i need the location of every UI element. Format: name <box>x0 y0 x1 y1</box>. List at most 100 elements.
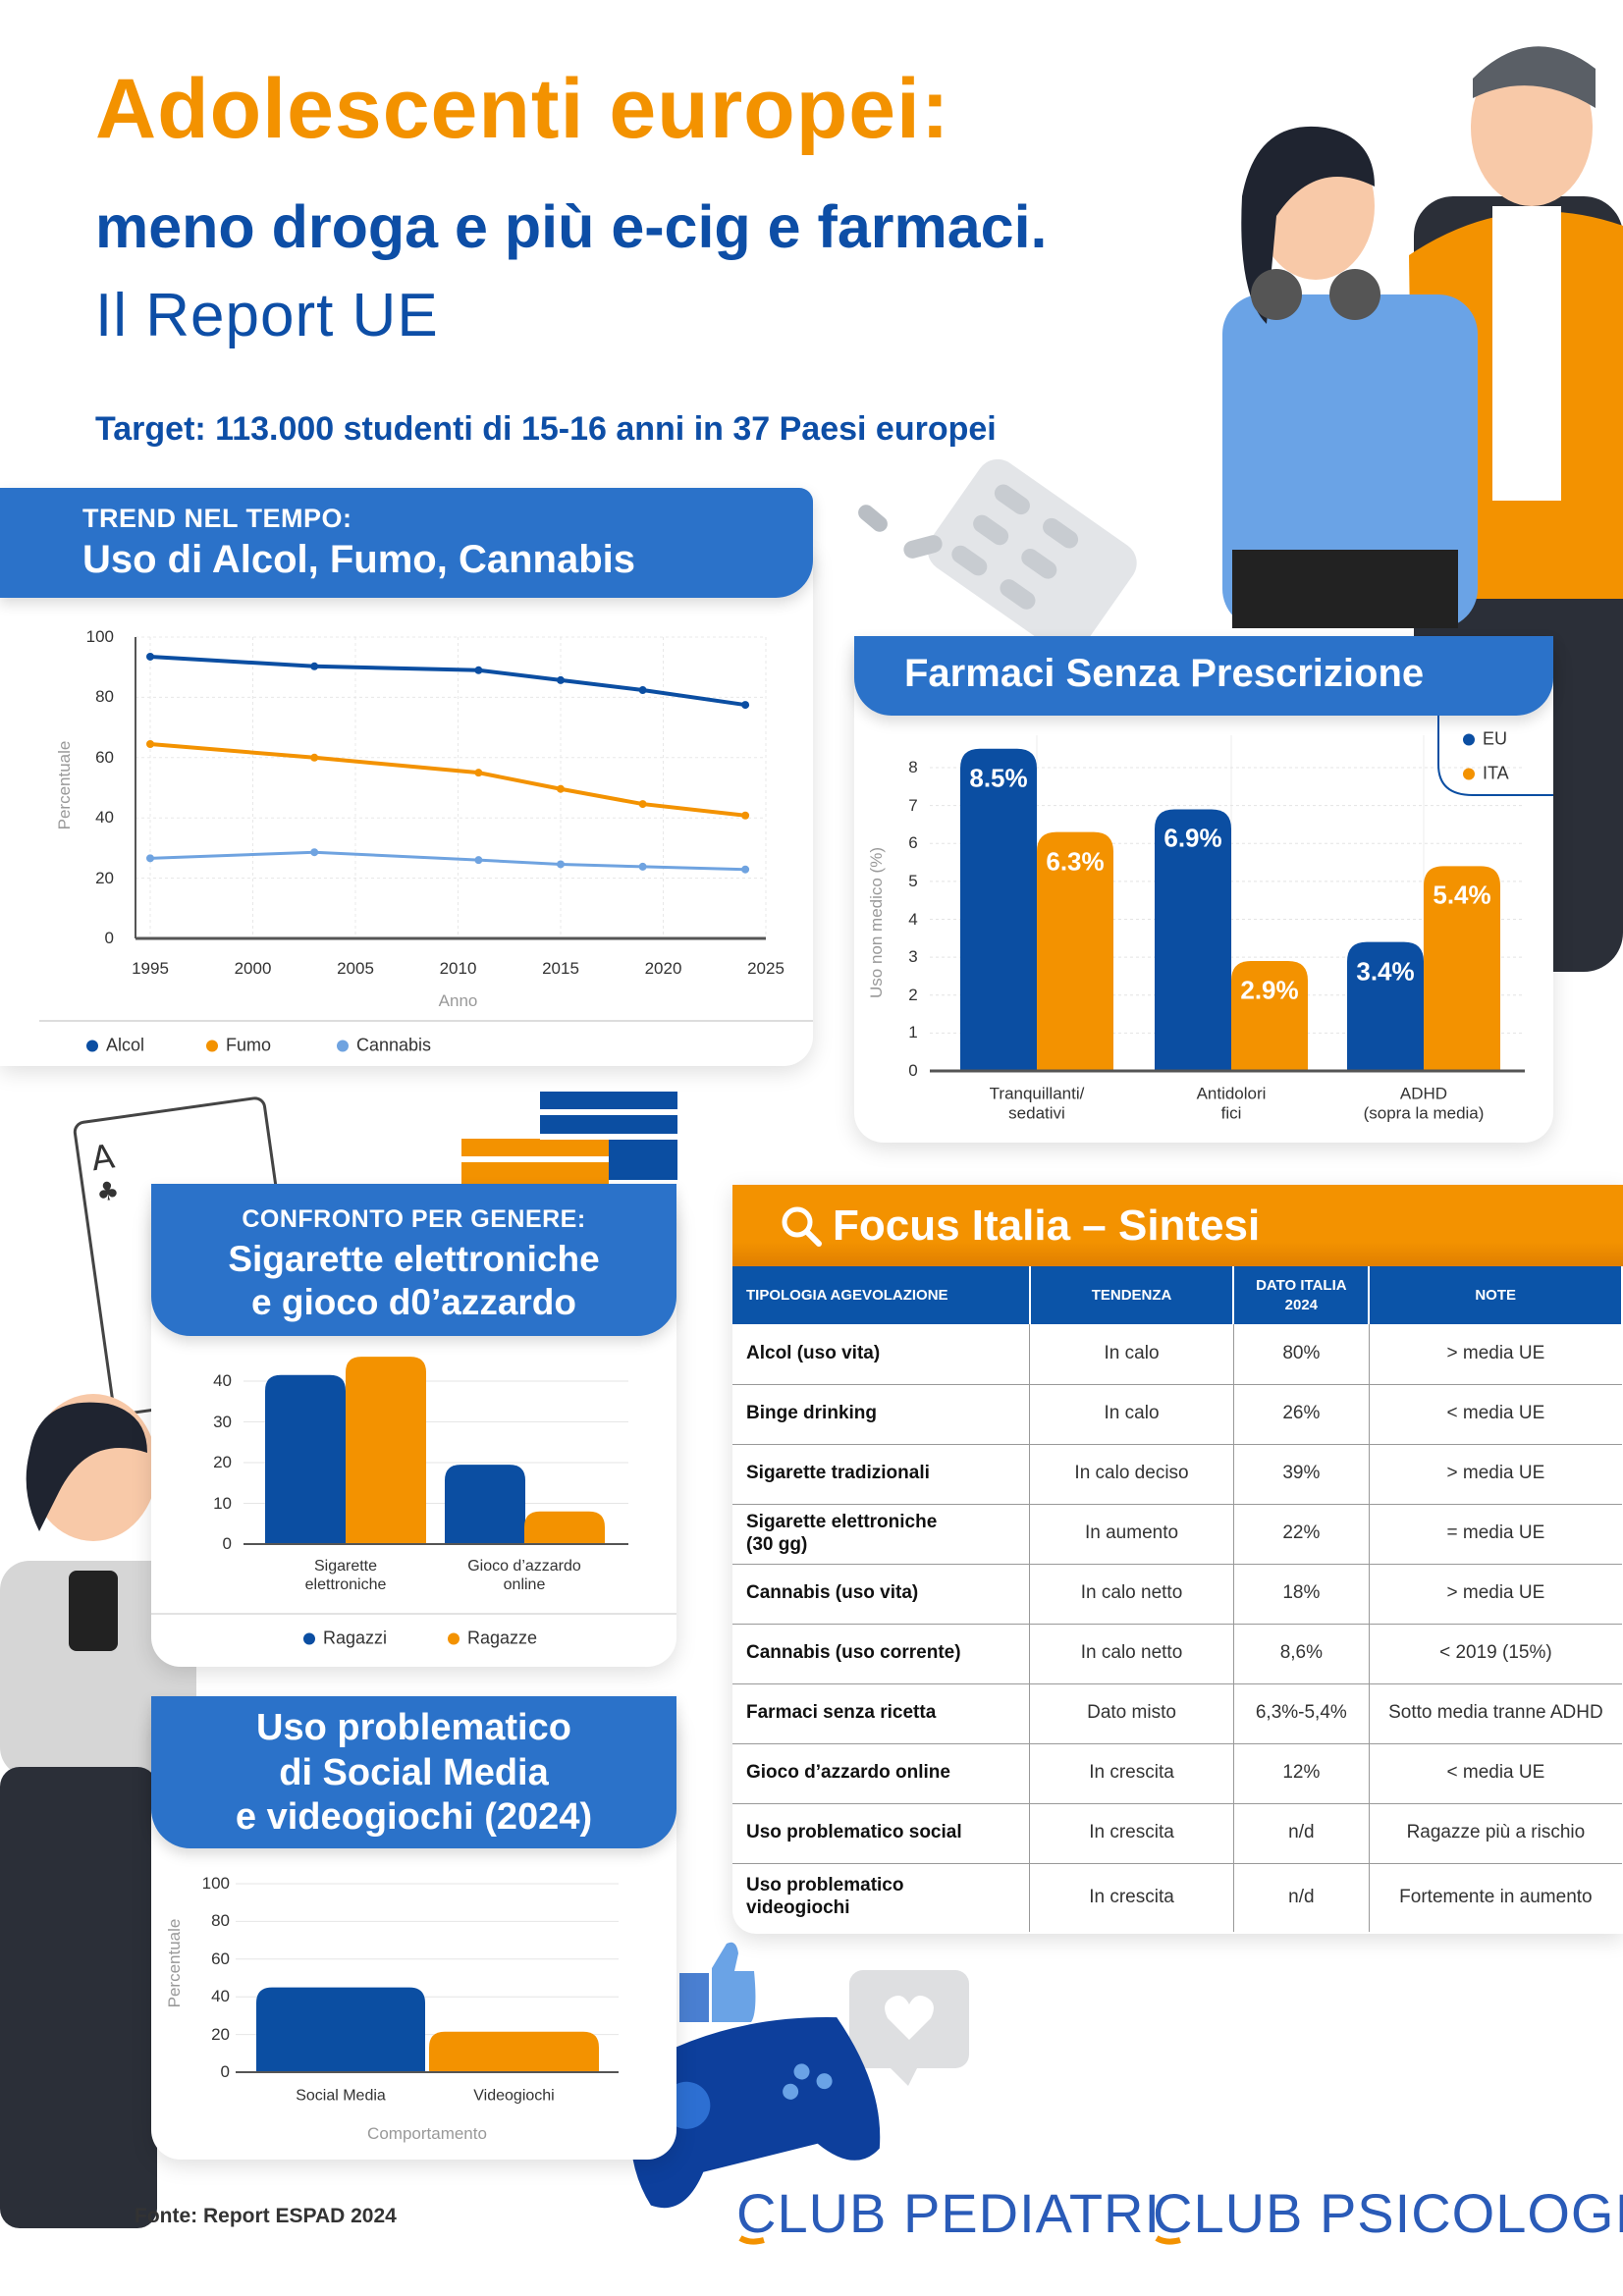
y-tick-label: 0 <box>222 1533 232 1553</box>
table-row: Gioco d’azzardo online In crescita 12% < me… <box>732 1743 1622 1804</box>
y-tick-label: 80 <box>211 1911 230 1931</box>
cell-tipologia: Cannabis (uso corrente) <box>732 1624 1031 1684</box>
table-row: Uso problematico social In crescita n/d Rag… <box>732 1803 1622 1864</box>
legend-label: Ragazzi <box>323 1628 388 1648</box>
x-tick-label: 2005 <box>337 958 374 978</box>
cell-dato: 6,3%-5,4% <box>1233 1683 1370 1744</box>
y-tick-label: 1 <box>908 1023 918 1042</box>
legend-label: Cannabis <box>356 1035 432 1055</box>
bar-value-label: 2.9% <box>1240 975 1299 1005</box>
genere-kicker: CONFRONTO PER GENERE: <box>242 1205 586 1233</box>
y-tick-label: 60 <box>211 1949 230 1968</box>
bar-ragazzi <box>265 1374 346 1544</box>
focus-italia-card: Focus Italia – Sintesi TIPOLOGIA AGEVOLA… <box>732 1185 1623 1934</box>
x-tick-label: 2020 <box>644 958 682 978</box>
bar-ragazzi <box>445 1465 525 1544</box>
x-axis-label: Anno <box>438 990 478 1010</box>
cell-note: > media UE <box>1369 1444 1622 1505</box>
x-category-label: Gioco d’azzardo online <box>467 1557 581 1593</box>
data-point-cannabis <box>557 860 565 869</box>
data-point-alcol <box>557 675 565 684</box>
cell-tendenza: Dato misto <box>1029 1683 1234 1744</box>
y-axis-label: Uso non medico (%) <box>866 846 886 999</box>
focus-header: Focus Italia – Sintesi <box>732 1185 1623 1266</box>
chart-canvas <box>151 1357 676 1615</box>
data-point-cannabis <box>638 862 647 871</box>
y-axis-label: Percentuale <box>164 1918 184 2008</box>
x-tick-label: 2025 <box>747 958 784 978</box>
data-point-alcol <box>638 686 647 695</box>
y-tick-label: 20 <box>213 1452 232 1471</box>
column-header: NOTE <box>1369 1266 1623 1324</box>
table-row: Cannabis (uso vita) In calo netto 18% > med… <box>732 1564 1622 1625</box>
logo-arc-icon <box>1155 2235 1181 2245</box>
trend-line-chart: 1995 2000 2005 2010 2015 2020 2025 0 20 40 60 80 100… <box>0 598 813 1066</box>
bar-value-label: 3.4% <box>1356 956 1415 987</box>
cell-tipologia: Binge drinking <box>732 1384 1031 1445</box>
legend-dot <box>448 1632 460 1644</box>
data-point-alcol <box>310 662 319 670</box>
bar-value-label: 6.9% <box>1163 823 1222 853</box>
y-tick-label: 40 <box>213 1370 232 1390</box>
x-tick-label: 2000 <box>234 958 272 978</box>
bar-value-label: 6.3% <box>1046 846 1105 877</box>
data-point-cannabis <box>146 854 154 863</box>
girl-phone-illustration <box>0 1394 196 2228</box>
social-bar-chart: 0 20 40 60 80 100 Social Media Videogiochi Compo… <box>151 1848 676 2160</box>
data-point-fumo <box>741 811 750 820</box>
social-header: Uso problematico di Social Media e video… <box>151 1696 676 1848</box>
cell-dato: 39% <box>1233 1444 1370 1505</box>
cell-tendenza: In calo deciso <box>1029 1444 1234 1505</box>
report-label: Il Report UE <box>95 282 439 349</box>
cell-tendenza: In calo netto <box>1029 1564 1234 1625</box>
cell-note: Ragazze più a rischio <box>1369 1803 1622 1864</box>
card-rank: A <box>89 1137 118 1179</box>
cell-tendenza: In calo <box>1029 1324 1234 1385</box>
x-category-label: Videogiochi <box>473 2087 555 2105</box>
page-subtitle: meno droga e più e-cig e farmaci. <box>95 193 1048 260</box>
pill-icon <box>858 505 943 559</box>
table-row: Cannabis (uso corrente) In calo netto 8,6%… <box>732 1624 1622 1684</box>
data-point-fumo <box>146 739 154 748</box>
page-title: Adolescenti europei: <box>95 62 950 156</box>
legend-label: Fumo <box>226 1035 272 1055</box>
cell-dato: 80% <box>1233 1324 1370 1385</box>
data-point-alcol <box>474 666 483 674</box>
x-category-label: Sigarette elettroniche <box>304 1557 387 1593</box>
focus-title: Focus Italia – Sintesi <box>833 1201 1261 1250</box>
cell-tipologia: Alcol (uso vita) <box>732 1324 1031 1385</box>
series-line-fumo <box>149 741 746 818</box>
table-row: Uso problematico videogiochi In crescita n… <box>732 1863 1622 1932</box>
bar-value-label: 5.4% <box>1433 880 1491 910</box>
y-tick-label: 10 <box>213 1493 232 1513</box>
casino-chips-icon <box>461 1092 677 1184</box>
x-tick-label: 1995 <box>132 958 169 978</box>
bar-ita <box>1037 831 1113 1071</box>
cell-note: Fortemente in aumento <box>1399 1886 1593 1907</box>
cell-tendenza: In aumento <box>1029 1504 1234 1565</box>
legend-dot <box>303 1632 315 1644</box>
genere-header: CONFRONTO PER GENERE: Sigarette elettron… <box>151 1184 676 1336</box>
legend-label: Alcol <box>106 1035 145 1055</box>
y-tick-label: 20 <box>95 868 114 887</box>
data-point-cannabis <box>474 856 483 865</box>
logo-arc-icon <box>738 2235 765 2245</box>
bar-eu <box>960 748 1037 1071</box>
girl-headphones-illustration <box>1222 126 1478 628</box>
cell-note: = media UE <box>1369 1504 1622 1565</box>
bar-ita <box>1424 866 1500 1071</box>
series-line-cannabis <box>149 850 746 872</box>
y-tick-label: 40 <box>211 1986 230 2005</box>
chart-canvas <box>930 716 1553 1073</box>
phone-icon <box>69 1571 118 1651</box>
cell-tendenza: In calo <box>1029 1384 1234 1445</box>
bar <box>429 2031 599 2072</box>
x-tick-label: 2010 <box>439 958 477 978</box>
cell-dato: n/d <box>1233 1863 1370 1932</box>
data-point-fumo <box>557 784 565 793</box>
cell-tendenza: In crescita <box>1029 1863 1234 1932</box>
cell-tendenza: In crescita <box>1029 1743 1234 1804</box>
cell-dato: 26% <box>1233 1384 1370 1445</box>
y-tick-label: 0 <box>220 2061 230 2081</box>
farmaci-title: Farmaci Senza Prescrizione <box>904 652 1425 695</box>
